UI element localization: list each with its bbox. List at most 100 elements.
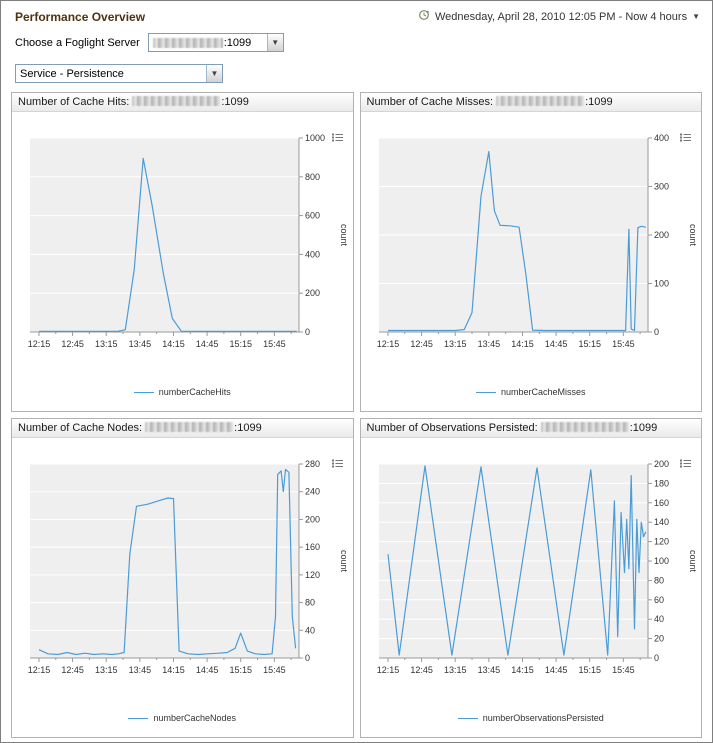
- svg-text:count: count: [339, 224, 349, 247]
- svg-text:800: 800: [305, 172, 320, 182]
- chart-options-list-icon[interactable]: [331, 130, 344, 148]
- svg-text:140: 140: [654, 517, 669, 527]
- chart-legend: numberCacheMisses: [363, 387, 700, 397]
- svg-text:15:45: 15:45: [263, 665, 286, 675]
- panel-title-port: :1099: [234, 422, 262, 434]
- svg-text:200: 200: [305, 288, 320, 298]
- cache-nodes-chart: 0 40 80 120 160 200 240 280 count 12:15 12:45 13:15…: [28, 459, 349, 675]
- panel-body: 0 20 40 60 80 100 120 140 160 180 200 count 12:15 12:…: [361, 452, 702, 723]
- combo-dropdown-button[interactable]: ▼: [266, 34, 283, 51]
- panel-title-text: Number of Observations Persisted:: [366, 422, 541, 434]
- redacted-server-name: [496, 96, 585, 106]
- charts-grid: Number of Cache Hits: :1099 0 200 400 600 80…: [11, 92, 702, 738]
- server-port-text: :1099: [223, 36, 252, 49]
- svg-text:14:45: 14:45: [196, 339, 219, 349]
- svg-text:40: 40: [305, 625, 315, 635]
- svg-text:1000: 1000: [305, 133, 325, 143]
- panel-cache-hits: Number of Cache Hits: :1099 0 200 400 600 80…: [11, 92, 354, 412]
- svg-text:120: 120: [654, 537, 669, 547]
- svg-text:12:15: 12:15: [376, 339, 399, 349]
- server-selector-combo[interactable]: :1099 ▼: [147, 33, 284, 52]
- svg-text:0: 0: [654, 327, 659, 337]
- time-range-selector[interactable]: Wednesday, April 28, 2010 12:05 PM - Now…: [418, 9, 700, 24]
- svg-text:13:15: 13:15: [443, 665, 466, 675]
- panel-observations-persisted: Number of Observations Persisted: :1099 …: [359, 418, 702, 738]
- service-selector-combo[interactable]: Service - Persistence ▼: [15, 64, 223, 83]
- service-selector-value: Service - Persistence: [20, 67, 124, 80]
- combo-dropdown-button[interactable]: ▼: [206, 65, 222, 82]
- svg-text:13:45: 13:45: [129, 339, 152, 349]
- cache-misses-chart: 0 100 200 300 400 count 12:15 12:45 13:15 13:45 14…: [376, 133, 698, 349]
- redacted-server-name: [145, 422, 234, 432]
- chart-options-list-icon[interactable]: [679, 130, 692, 148]
- redacted-server-name: [540, 422, 629, 432]
- panel-title: Number of Cache Misses: :1099: [360, 93, 701, 112]
- svg-text:14:15: 14:15: [162, 339, 185, 349]
- page-title: Performance Overview: [15, 9, 146, 24]
- svg-text:240: 240: [305, 487, 320, 497]
- svg-text:12:45: 12:45: [410, 339, 433, 349]
- svg-text:12:15: 12:15: [376, 665, 399, 675]
- service-selector-row: Service - Persistence ▼: [15, 61, 712, 83]
- svg-text:15:15: 15:15: [229, 665, 252, 675]
- svg-text:13:15: 13:15: [95, 339, 118, 349]
- panel-body: 0 200 400 600 800 1000 count 12:15 12:45 13:15 13:…: [12, 126, 353, 397]
- svg-text:0: 0: [305, 327, 310, 337]
- svg-text:400: 400: [305, 249, 320, 259]
- chevron-down-icon: ▼: [271, 37, 280, 47]
- svg-text:count: count: [688, 224, 698, 247]
- legend-label: numberCacheMisses: [500, 387, 586, 397]
- svg-text:15:15: 15:15: [229, 339, 252, 349]
- cache-hits-chart: 0 200 400 600 800 1000 count 12:15 12:45 13:15 13:…: [28, 133, 349, 349]
- legend-line-swatch: [457, 717, 478, 719]
- svg-text:0: 0: [305, 653, 310, 663]
- svg-text:15:45: 15:45: [612, 339, 635, 349]
- panel-body: 0 100 200 300 400 count 12:15 12:45 13:15 13:45 14…: [361, 126, 702, 397]
- legend-label: numberObservationsPersisted: [482, 713, 604, 723]
- panel-title: Number of Cache Nodes: :1099: [12, 419, 353, 438]
- chart-options-list-icon[interactable]: [679, 456, 692, 474]
- panel-cache-misses: Number of Cache Misses: :1099 0 100 200 300…: [359, 92, 702, 412]
- svg-text:13:45: 13:45: [129, 665, 152, 675]
- svg-text:count: count: [339, 550, 349, 573]
- chevron-down-icon: ▼: [210, 68, 219, 78]
- chart-options-list-icon[interactable]: [331, 456, 344, 474]
- svg-text:60: 60: [654, 595, 664, 605]
- redacted-server-name: [132, 96, 221, 106]
- svg-text:13:15: 13:15: [443, 339, 466, 349]
- svg-text:200: 200: [305, 514, 320, 524]
- panel-title: Number of Observations Persisted: :1099: [360, 419, 701, 438]
- server-selector-label: Choose a Foglight Server: [15, 36, 140, 49]
- legend-label: numberCacheHits: [158, 387, 231, 397]
- svg-text:180: 180: [654, 478, 669, 488]
- svg-text:200: 200: [654, 230, 669, 240]
- panel-title-port: :1099: [221, 96, 249, 108]
- time-range-label: Wednesday, April 28, 2010 12:05 PM - Now…: [434, 10, 688, 23]
- panel-title-text: Number of Cache Misses:: [366, 96, 497, 108]
- svg-text:15:15: 15:15: [578, 339, 601, 349]
- svg-text:200: 200: [654, 459, 669, 469]
- chart-legend: numberObservationsPersisted: [363, 713, 700, 723]
- legend-line-swatch: [128, 717, 149, 719]
- svg-text:40: 40: [654, 614, 664, 624]
- svg-text:13:45: 13:45: [477, 339, 500, 349]
- svg-text:80: 80: [305, 598, 315, 608]
- legend-label: numberCacheNodes: [153, 713, 237, 723]
- svg-text:12:45: 12:45: [61, 665, 84, 675]
- server-selector-row: Choose a Foglight Server :1099 ▼: [15, 33, 712, 52]
- panel-title-port: :1099: [585, 96, 613, 108]
- svg-text:14:15: 14:15: [511, 339, 534, 349]
- panel-title-text: Number of Cache Hits:: [18, 96, 133, 108]
- top-bar: Performance Overview Wednesday, April 28…: [1, 1, 712, 24]
- legend-line-swatch: [475, 391, 496, 393]
- svg-text:12:45: 12:45: [410, 665, 433, 675]
- svg-text:14:15: 14:15: [162, 665, 185, 675]
- chevron-down-icon[interactable]: ▼: [692, 11, 700, 21]
- panel-title-text: Number of Cache Nodes:: [18, 422, 146, 434]
- svg-text:100: 100: [654, 279, 669, 289]
- svg-text:120: 120: [305, 570, 320, 580]
- panel-title: Number of Cache Hits: :1099: [12, 93, 353, 112]
- svg-text:20: 20: [654, 634, 664, 644]
- svg-text:80: 80: [654, 575, 664, 585]
